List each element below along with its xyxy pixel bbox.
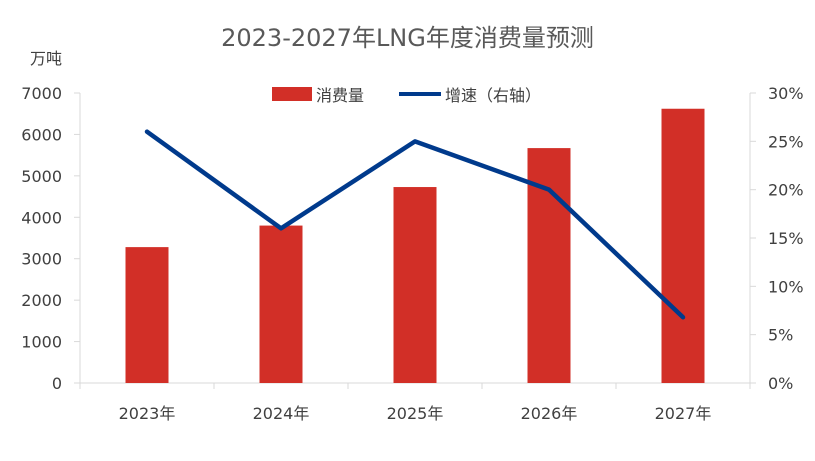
chart-title: 2023-2027年LNG年度消费量预测 (221, 24, 594, 52)
left-tick-label: 5000 (21, 167, 62, 186)
left-axis-unit-label: 万吨 (30, 49, 63, 68)
left-tick-label: 6000 (21, 125, 62, 144)
left-tick-label: 3000 (21, 250, 62, 269)
right-tick-label: 30% (768, 84, 804, 103)
bar-consumption (661, 108, 705, 383)
right-tick-label: 20% (768, 181, 804, 200)
right-tick-label: 15% (768, 229, 804, 248)
bar-consumption (125, 247, 169, 383)
right-tick-label: 5% (768, 326, 793, 345)
x-tick-label: 2026年 (521, 404, 578, 423)
left-tick-label: 0 (52, 374, 62, 393)
legend-line-swatch (399, 92, 441, 96)
legend-label-consumption: 消费量 (316, 86, 365, 105)
bar-consumption (259, 225, 303, 383)
legend-item-consumption: 消费量 (272, 82, 364, 106)
legend-item-growth: 增速（右轴） (399, 82, 541, 106)
x-tick-label: 2027年 (655, 404, 712, 423)
bar-consumption (527, 148, 571, 383)
x-tick-label: 2025年 (387, 404, 444, 423)
right-tick-label: 0% (768, 374, 793, 393)
right-tick-label: 25% (768, 132, 804, 151)
x-tick-label: 2024年 (253, 404, 310, 423)
line-growth-rate (144, 129, 686, 320)
left-tick-label: 7000 (21, 84, 62, 103)
left-tick-label: 1000 (21, 333, 62, 352)
legend-bar-swatch (272, 87, 312, 101)
legend-label-growth: 增速（右轴） (445, 86, 542, 105)
bar-consumption (393, 187, 437, 383)
right-tick-label: 10% (768, 277, 804, 296)
x-tick-label: 2023年 (119, 404, 176, 423)
left-tick-label: 2000 (21, 291, 62, 310)
left-tick-label: 4000 (21, 208, 62, 227)
